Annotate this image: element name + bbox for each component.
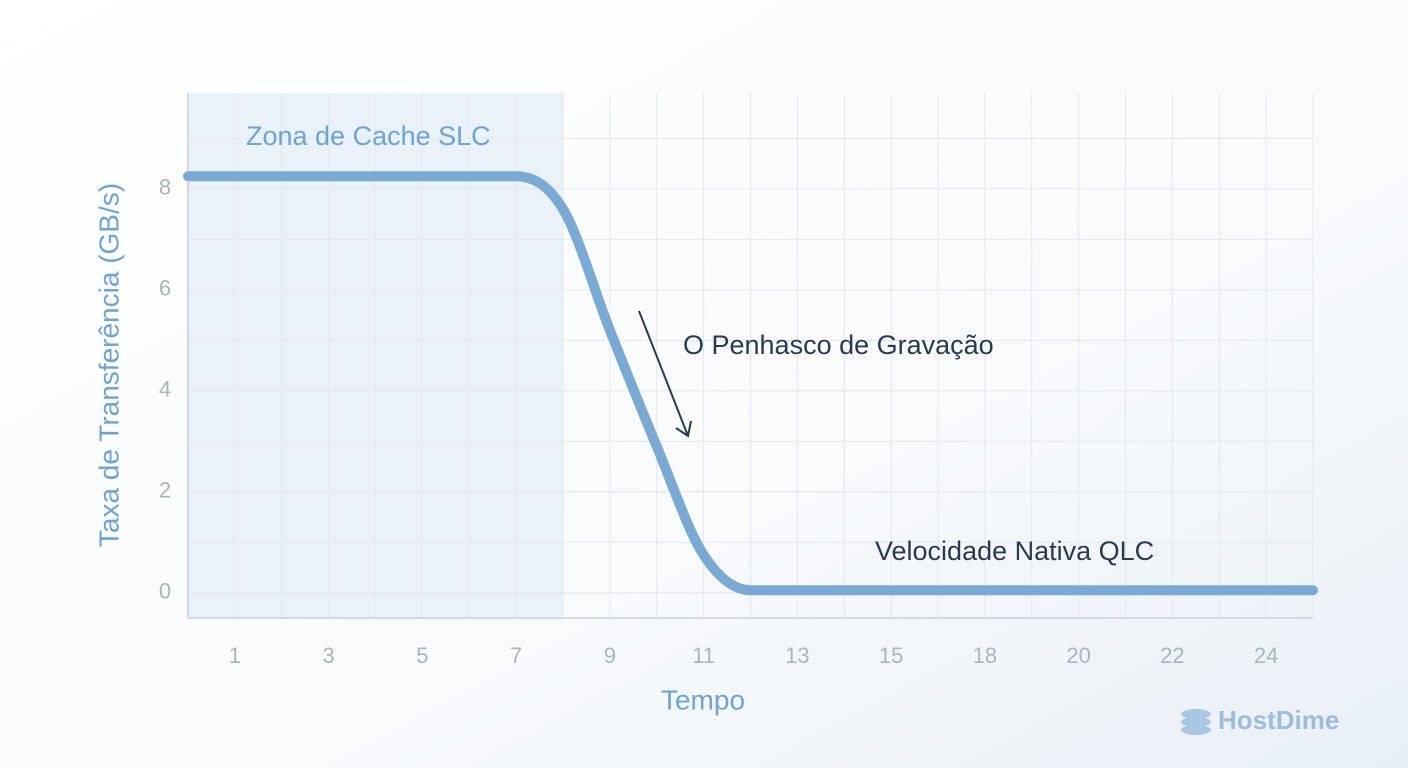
y-tick-label: 4 (159, 377, 171, 402)
y-tick-label: 8 (159, 175, 171, 200)
x-tick-label: 5 (416, 643, 428, 668)
data-line (183, 171, 1318, 596)
annotation: Zona de Cache SLC (246, 121, 491, 151)
logo-icon (1181, 717, 1211, 727)
y-tick-label: 0 (159, 579, 171, 604)
x-tick-label: 9 (604, 643, 616, 668)
x-tick-label: 18 (973, 643, 997, 668)
annotation-arrow-head (675, 420, 692, 438)
x-axis-label: Tempo (661, 684, 745, 715)
brand-name: HostDime (1218, 705, 1339, 735)
y-axis-label: Taxa de Transferência (GB/s) (93, 183, 124, 547)
x-tick-label: 13 (785, 643, 809, 668)
y-tick-label: 2 (159, 478, 171, 503)
x-tick-label: 7 (510, 643, 522, 668)
x-tick-label: 1 (229, 643, 241, 668)
annotation-arrow (638, 310, 689, 437)
x-tick-label: 22 (1160, 643, 1184, 668)
x-tick-label: 11 (692, 643, 715, 668)
annotation: O Penhasco de Gravação (683, 330, 994, 360)
logo-icon (1181, 725, 1211, 735)
x-tick-label: 3 (323, 643, 335, 668)
y-tick-label: 6 (159, 276, 171, 301)
x-tick-label: 24 (1254, 643, 1278, 668)
annotation: Velocidade Nativa QLC (875, 536, 1154, 566)
logo-icon (1181, 709, 1211, 719)
x-tick-label: 15 (879, 643, 903, 668)
brand-logo: HostDime (1181, 705, 1339, 735)
x-tick-label: 20 (1066, 643, 1090, 668)
